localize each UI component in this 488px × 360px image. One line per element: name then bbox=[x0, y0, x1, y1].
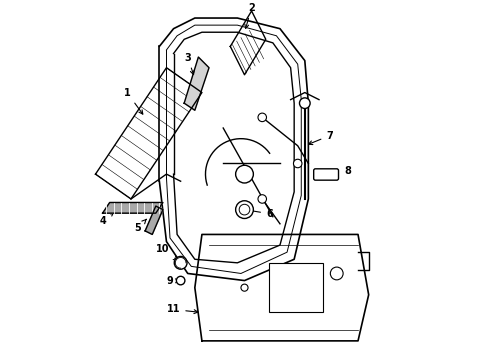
Text: 1: 1 bbox=[124, 88, 142, 114]
Text: 4: 4 bbox=[99, 212, 113, 226]
Circle shape bbox=[258, 195, 266, 203]
Text: 6: 6 bbox=[248, 209, 272, 219]
FancyBboxPatch shape bbox=[313, 169, 338, 180]
Text: 9: 9 bbox=[166, 276, 179, 286]
Circle shape bbox=[235, 201, 253, 219]
Text: 10: 10 bbox=[156, 244, 177, 260]
Text: 2: 2 bbox=[244, 3, 254, 28]
Circle shape bbox=[330, 267, 343, 280]
Polygon shape bbox=[102, 203, 163, 213]
Polygon shape bbox=[184, 57, 208, 110]
Polygon shape bbox=[95, 68, 202, 199]
Text: 8: 8 bbox=[326, 166, 350, 176]
Text: 3: 3 bbox=[184, 53, 194, 75]
Polygon shape bbox=[194, 234, 368, 341]
Polygon shape bbox=[145, 206, 163, 234]
Bar bbox=[269, 263, 322, 312]
Circle shape bbox=[293, 159, 302, 168]
Text: 5: 5 bbox=[134, 219, 146, 233]
Text: 7: 7 bbox=[308, 131, 332, 145]
Circle shape bbox=[299, 98, 309, 108]
Circle shape bbox=[241, 284, 247, 291]
Circle shape bbox=[239, 204, 249, 215]
Circle shape bbox=[174, 256, 186, 269]
Circle shape bbox=[176, 276, 184, 285]
Circle shape bbox=[235, 165, 253, 183]
Polygon shape bbox=[230, 11, 265, 75]
Text: 11: 11 bbox=[166, 305, 198, 315]
Circle shape bbox=[258, 113, 266, 122]
